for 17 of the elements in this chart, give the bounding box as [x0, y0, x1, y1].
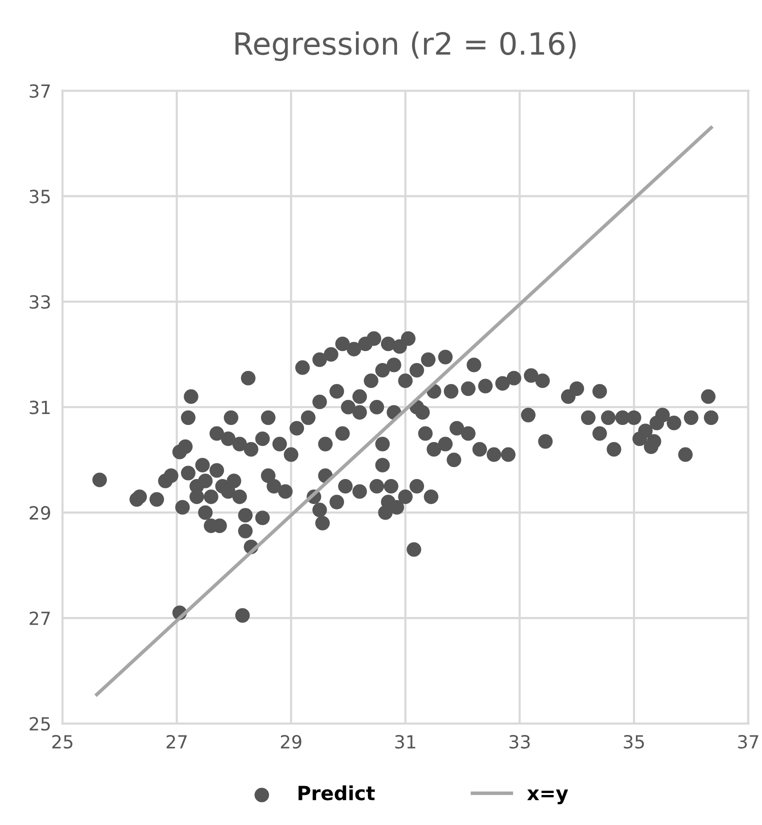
- y-tick-label: 25: [30, 716, 50, 731]
- y-tick-label: 35: [30, 190, 50, 204]
- y-tick-label: 27: [30, 612, 50, 625]
- y-tick-label: 33: [30, 295, 50, 309]
- x-tick-label: 27: [166, 734, 187, 748]
- y-tick-label: 29: [30, 506, 50, 520]
- x-tick-label: 29: [280, 734, 302, 749]
- x-tick-label: 35: [624, 734, 644, 749]
- x-tick-label: 31: [395, 734, 416, 749]
- legend-label: x=y: [527, 789, 568, 804]
- x-tick-label: 33: [510, 734, 530, 749]
- x-tick-label: 37: [738, 734, 758, 749]
- y-tick-label: 31: [30, 400, 50, 414]
- y-tick-label: 37: [30, 84, 50, 98]
- legend-label: Predict: [298, 785, 375, 800]
- chart-title: Regression (r2 = 0.16): [236, 31, 576, 61]
- x-tick-label: 25: [52, 734, 72, 749]
